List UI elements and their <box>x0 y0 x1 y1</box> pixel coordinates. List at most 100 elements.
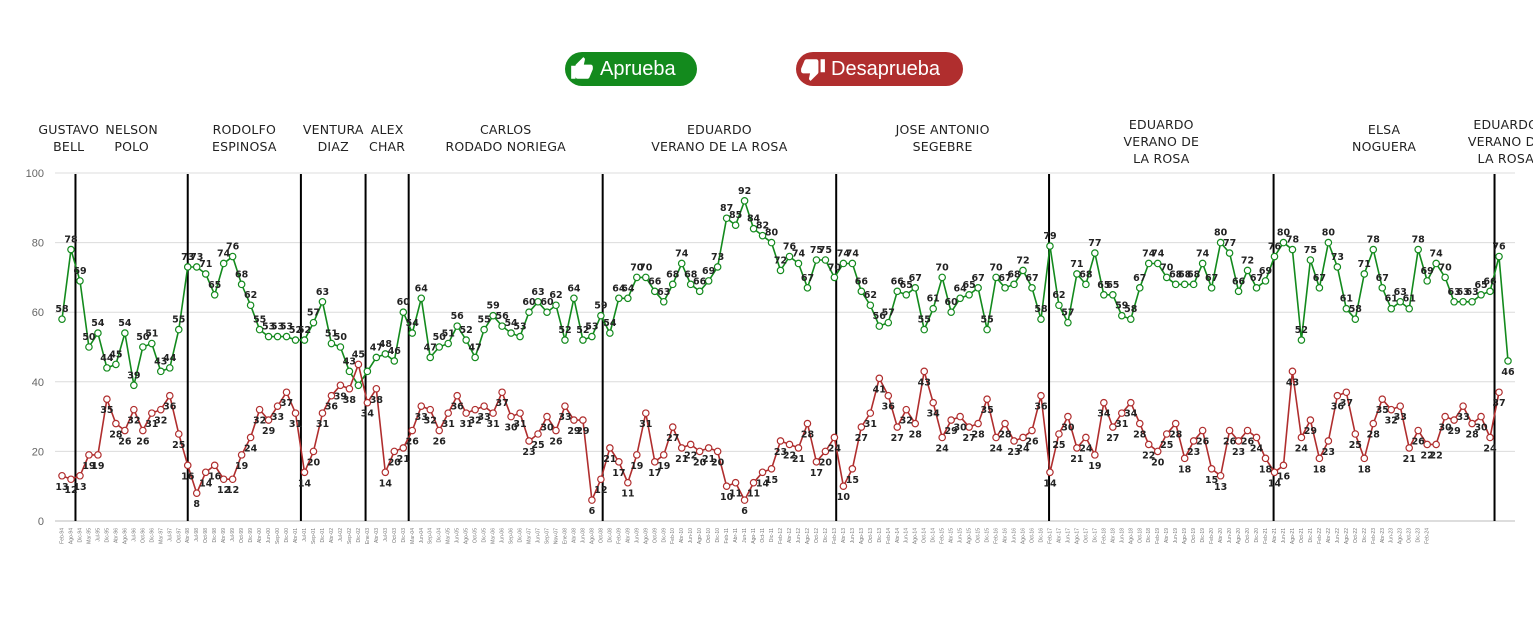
data-point <box>1243 426 1252 435</box>
data-label: 45 <box>109 349 122 360</box>
data-point <box>1459 297 1467 306</box>
data-point <box>659 451 668 459</box>
data-label: 20 <box>693 457 707 468</box>
data-label: 18 <box>1358 464 1372 475</box>
data-point <box>58 315 66 323</box>
data-point <box>201 468 210 477</box>
data-label: 54 <box>603 318 617 329</box>
data-point <box>1270 468 1279 477</box>
x-tick-label: Jun-04 <box>419 528 425 544</box>
data-label: 22 <box>1421 450 1434 461</box>
data-point <box>839 482 848 491</box>
data-point <box>372 353 381 362</box>
data-label: 26 <box>1241 437 1255 448</box>
data-label: 84 <box>747 214 761 225</box>
data-point <box>1126 398 1135 407</box>
x-tick-label: Oct-23 <box>1407 528 1413 543</box>
x-tick-label: Dic-05 <box>482 528 488 543</box>
data-label: 64 <box>954 283 968 294</box>
data-label: 23 <box>1007 447 1020 458</box>
x-tick-label: Oct-11 <box>760 528 766 543</box>
data-point <box>1100 290 1108 299</box>
data-label: 65 <box>963 280 976 291</box>
x-tick-label: Ago-23 <box>1398 528 1404 544</box>
era-label: VENTURA <box>303 122 364 137</box>
x-tick-label: Jun-09 <box>634 528 640 544</box>
data-point <box>1216 238 1225 247</box>
x-tick-label: Ago-14 <box>913 528 919 544</box>
data-label: 67 <box>1205 273 1218 284</box>
data-label: 21 <box>675 454 688 465</box>
data-label: 68 <box>1178 269 1192 280</box>
x-tick-label: Feb-19 <box>1155 528 1161 544</box>
data-point <box>165 391 174 400</box>
data-label: 24 <box>1483 443 1497 454</box>
x-tick-label: Abr-00 <box>257 528 263 543</box>
data-point <box>1369 245 1378 254</box>
data-point <box>363 398 372 407</box>
data-label: 65 <box>1097 280 1110 291</box>
data-point <box>983 325 991 334</box>
data-point <box>228 475 237 484</box>
data-label: 63 <box>531 287 544 298</box>
x-tick-label: Jun-18 <box>1119 528 1125 544</box>
data-point <box>1261 454 1270 463</box>
data-point <box>246 301 255 310</box>
data-point <box>579 336 587 344</box>
data-label: 64 <box>415 283 429 294</box>
data-point <box>821 256 830 264</box>
data-label: 14 <box>199 478 213 489</box>
data-point <box>650 458 659 466</box>
data-label: 38 <box>370 395 384 406</box>
data-label: 32 <box>1385 416 1398 427</box>
data-point <box>1198 259 1207 268</box>
data-label: 61 <box>1340 294 1353 305</box>
data-point <box>749 224 758 233</box>
x-tick-label: Feb-23 <box>1371 528 1377 544</box>
data-label: 71 <box>199 259 212 270</box>
data-label: 34 <box>1124 409 1138 420</box>
data-point <box>112 419 120 428</box>
data-label: 35 <box>100 405 113 416</box>
x-tick-label: Feb-14 <box>886 528 892 544</box>
data-point <box>668 280 677 289</box>
data-point <box>1046 242 1054 250</box>
data-label: 15 <box>765 475 778 486</box>
data-point <box>85 451 93 459</box>
series-line-aprueba <box>61 198 1509 387</box>
data-point <box>704 444 713 452</box>
data-point <box>1405 444 1414 452</box>
data-label: 20 <box>307 457 321 468</box>
x-tick-label: Dic-99 <box>248 528 254 543</box>
data-label: 58 <box>1034 304 1048 315</box>
data-label: 31 <box>639 419 652 430</box>
data-point <box>606 444 614 452</box>
data-point <box>785 440 794 449</box>
x-tick-label: Abr-10 <box>679 528 685 543</box>
data-label: 11 <box>747 489 760 500</box>
x-tick-label: Dic-14 <box>931 528 937 543</box>
x-tick-label: Jul-97 <box>167 528 173 542</box>
data-label: 6 <box>741 506 748 517</box>
y-tick-label: 60 <box>32 307 44 319</box>
x-tick-label: Ago-18 <box>1128 528 1134 544</box>
data-label: 21 <box>603 454 616 465</box>
data-label: 32 <box>469 416 482 427</box>
data-label: 36 <box>325 402 339 413</box>
data-point <box>309 447 318 456</box>
data-point <box>1261 277 1270 285</box>
data-point <box>1378 395 1387 404</box>
data-label: 28 <box>971 430 985 441</box>
data-label: 61 <box>1385 294 1398 305</box>
data-label: 26 <box>406 437 420 448</box>
x-tick-label: Oct-22 <box>1353 528 1359 543</box>
x-tick-label: Abr-21 <box>1272 528 1278 543</box>
data-label: 67 <box>1250 273 1263 284</box>
x-tick-label: Dic-94 <box>77 528 83 543</box>
data-point <box>1010 437 1018 445</box>
data-point <box>776 266 785 275</box>
data-label: 43 <box>918 377 931 388</box>
legend-approve: Aprueba <box>565 52 697 86</box>
data-label: 8 <box>193 499 200 510</box>
data-label: 56 <box>495 311 509 322</box>
